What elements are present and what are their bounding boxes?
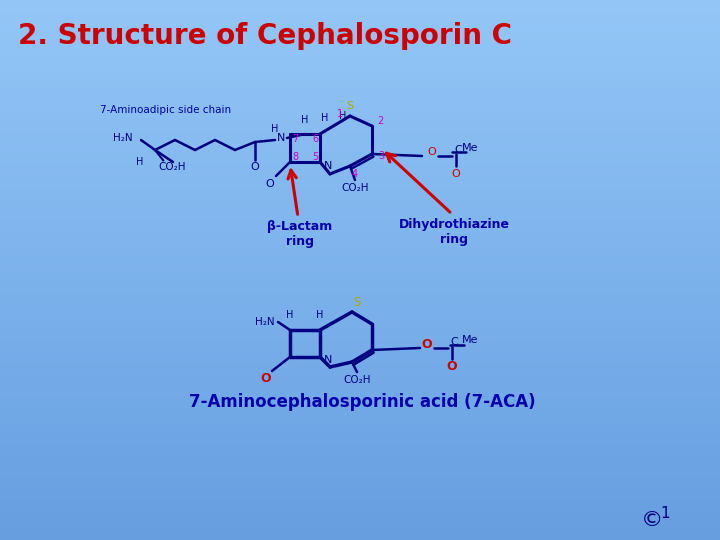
Text: 2: 2: [377, 116, 383, 126]
Text: H: H: [301, 115, 309, 125]
Text: C: C: [454, 145, 462, 155]
Text: Me: Me: [462, 335, 478, 345]
Text: 5: 5: [312, 152, 318, 162]
Text: 7-Aminoadipic side chain: 7-Aminoadipic side chain: [100, 105, 231, 115]
Text: CO₂H: CO₂H: [343, 375, 371, 385]
Text: CO₂H: CO₂H: [341, 183, 369, 193]
Text: 7-Aminocephalosporinic acid (7-ACA): 7-Aminocephalosporinic acid (7-ACA): [189, 393, 535, 411]
Text: N: N: [324, 161, 332, 171]
Text: 1: 1: [660, 507, 670, 522]
Text: β-Lactam
ring: β-Lactam ring: [267, 220, 333, 248]
Text: S: S: [354, 295, 361, 308]
Text: H: H: [339, 111, 347, 121]
Text: O: O: [261, 373, 271, 386]
Text: O: O: [422, 338, 432, 350]
Text: O: O: [266, 179, 274, 189]
Text: O: O: [251, 162, 259, 172]
Text: H: H: [136, 157, 144, 167]
Text: O: O: [446, 360, 457, 373]
Text: O: O: [451, 169, 460, 179]
Text: H₂N: H₂N: [113, 133, 133, 143]
Text: O: O: [428, 147, 436, 157]
Text: 4: 4: [352, 169, 358, 179]
Text: ©: ©: [641, 510, 663, 530]
Text: CO₂H: CO₂H: [158, 162, 186, 172]
Text: N: N: [324, 355, 332, 365]
Text: S: S: [346, 101, 354, 111]
Text: 2. Structure of Cephalosporin C: 2. Structure of Cephalosporin C: [18, 22, 512, 50]
Text: H: H: [287, 310, 294, 320]
Text: H: H: [321, 113, 329, 123]
Text: 6: 6: [312, 134, 318, 144]
Text: 7: 7: [292, 134, 298, 144]
Text: H₂N: H₂N: [256, 317, 275, 327]
Text: C: C: [450, 337, 458, 347]
Text: 3: 3: [378, 151, 384, 161]
Text: H: H: [316, 310, 324, 320]
Text: Dihydrothiazine
ring: Dihydrothiazine ring: [398, 218, 510, 246]
Text: Me: Me: [462, 143, 478, 153]
Text: N: N: [276, 133, 285, 143]
Text: 1: 1: [337, 109, 343, 119]
Text: 8: 8: [292, 152, 298, 162]
Text: H: H: [271, 124, 279, 134]
